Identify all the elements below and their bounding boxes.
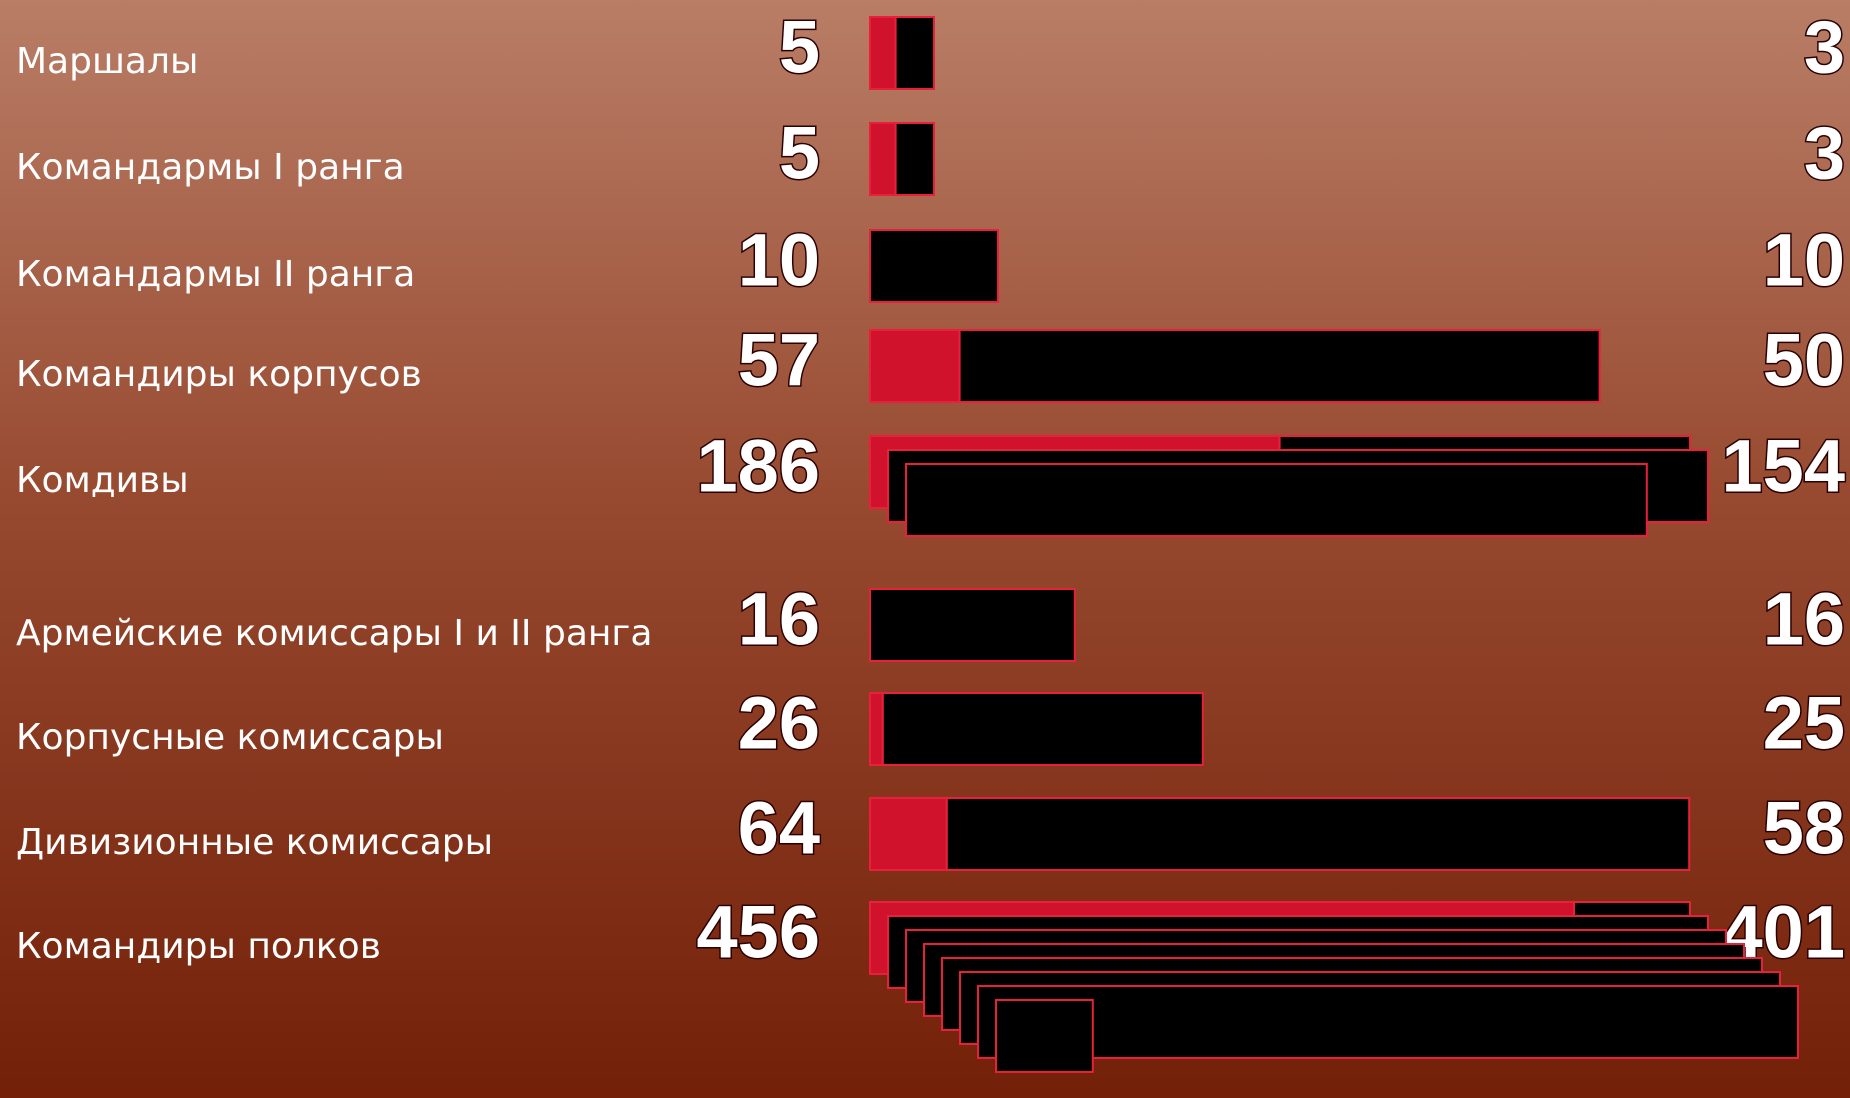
repressed-value: 58	[1763, 787, 1845, 870]
bar-total	[869, 122, 897, 196]
total-value: 64	[738, 787, 820, 870]
bar-repressed	[958, 329, 1601, 403]
bar-total	[869, 797, 948, 871]
bar-repressed	[995, 999, 1094, 1073]
row-label: Маршалы	[16, 41, 198, 82]
total-value: 5	[779, 112, 820, 195]
repressed-value: 16	[1763, 578, 1845, 661]
total-value: 16	[738, 578, 820, 661]
row-label: Командиры корпусов	[16, 354, 422, 395]
bar-repressed	[869, 588, 1076, 662]
bar-total	[869, 16, 897, 90]
bar-repressed	[905, 463, 1648, 537]
row-label: Комдивы	[16, 460, 189, 501]
bar-total	[869, 329, 961, 403]
total-value: 26	[738, 682, 820, 765]
repressed-value: 3	[1804, 6, 1845, 89]
row-label: Командармы II ранга	[16, 254, 415, 295]
repressed-value: 154	[1722, 425, 1845, 508]
row-label: Армейские комиссары I и II ранга	[16, 613, 652, 654]
bar-repressed	[881, 692, 1204, 766]
repressed-value: 50	[1763, 319, 1845, 402]
repressed-value: 3	[1804, 112, 1845, 195]
row-label: Командармы I ранга	[16, 147, 405, 188]
bar-repressed	[894, 16, 935, 90]
total-value: 186	[697, 425, 820, 508]
repressed-value: 25	[1763, 682, 1845, 765]
repressed-value: 10	[1763, 219, 1845, 302]
bar-total	[869, 692, 884, 766]
bar-repressed	[869, 229, 999, 303]
total-value: 57	[738, 319, 820, 402]
bar-repressed	[977, 985, 1799, 1059]
total-value: 10	[738, 219, 820, 302]
total-value: 456	[697, 891, 820, 974]
row-label: Командиры полков	[16, 926, 381, 967]
rows: Маршалы 5 3 Командармы I ранга 5 3 Командармы …	[16, 4, 1847, 1073]
row-label: Корпусные комиссары	[16, 717, 444, 758]
bar-repressed	[945, 797, 1691, 871]
repressed-value: 401	[1722, 891, 1845, 974]
row-label: Дивизионные комиссары	[16, 822, 493, 863]
total-value: 5	[779, 6, 820, 89]
bar-repressed	[894, 122, 935, 196]
